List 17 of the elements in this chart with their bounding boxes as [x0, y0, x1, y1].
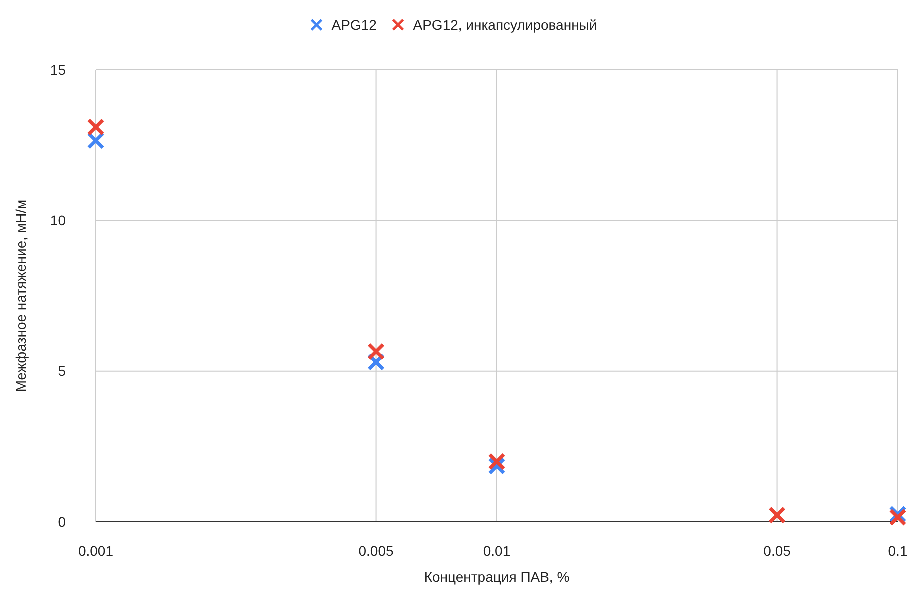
point [87, 132, 105, 150]
point [889, 508, 907, 526]
y-tick-label: 15 [50, 62, 66, 78]
y-tick-label: 10 [50, 212, 66, 229]
point [488, 452, 506, 470]
legend-label: APG12 [332, 16, 378, 33]
x-tick-label: 0.001 [78, 543, 114, 559]
point [87, 118, 105, 136]
y-tick-label: 0 [58, 514, 66, 530]
y-axis-title: Межфазное натяжение, мН/м [13, 200, 29, 392]
x-tick-label: 0.05 [764, 543, 792, 559]
x-tick-label: 0.01 [483, 543, 511, 559]
legend-label: APG12, инкапсулированный [413, 16, 598, 33]
x-tick-label: 0.005 [358, 543, 394, 559]
x-axis-title: Концентрация ПАВ, % [424, 569, 570, 585]
y-tick-label: 5 [58, 363, 66, 380]
x-tick-label: 0.1 [888, 543, 908, 559]
